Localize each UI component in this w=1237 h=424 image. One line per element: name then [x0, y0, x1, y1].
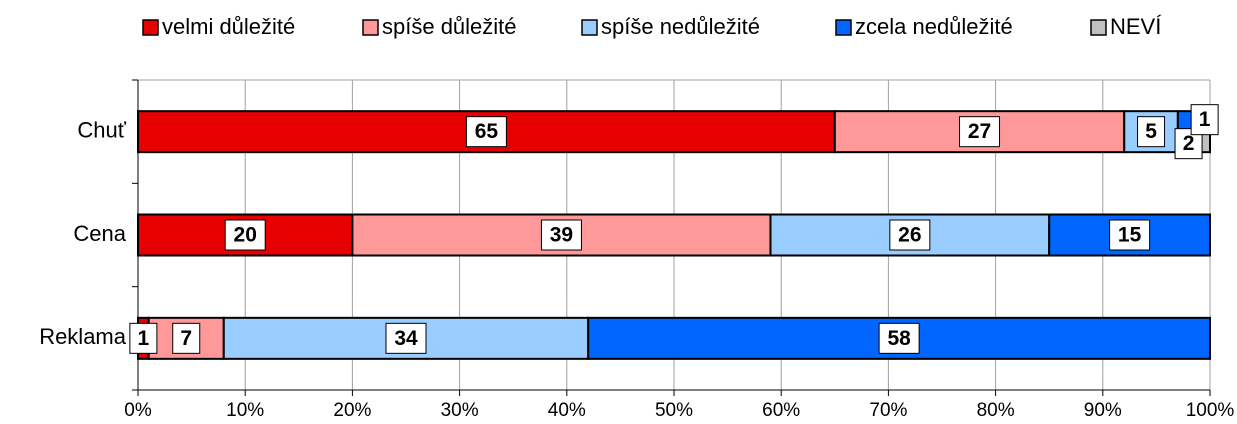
value-label-box	[889, 219, 931, 251]
legend-label: zcela nedůležité	[855, 14, 1013, 39]
y-tick-label: Reklama	[39, 324, 127, 349]
x-tick-label: 0%	[124, 400, 152, 421]
value-label-box	[129, 322, 158, 354]
x-tick-label: 40%	[548, 400, 586, 421]
value-label: 34	[394, 327, 418, 350]
x-tick-label: 70%	[869, 400, 907, 421]
x-tick-label: 10%	[226, 400, 264, 421]
value-label: 20	[234, 224, 257, 247]
x-tick-label: 80%	[977, 400, 1015, 421]
value-label: 7	[180, 327, 192, 350]
value-label: 27	[968, 120, 991, 143]
x-tick-label: 50%	[655, 400, 693, 421]
value-label: 26	[898, 224, 921, 247]
legend-marker	[1090, 19, 1107, 36]
value-label-box	[1137, 116, 1166, 148]
value-label-box	[540, 219, 582, 251]
value-label: 39	[550, 224, 573, 247]
legend-marker	[835, 19, 852, 36]
x-tick-label: 30%	[441, 400, 479, 421]
legend-marker	[581, 19, 598, 36]
value-label-box	[1190, 104, 1219, 136]
value-label-box	[385, 322, 427, 354]
y-tick-label: Cena	[73, 221, 126, 246]
value-label: 2	[1183, 132, 1195, 155]
x-tick-label: 100%	[1186, 400, 1235, 421]
value-label-box	[172, 322, 201, 354]
legend-label: spíše důležité	[382, 14, 517, 39]
value-label-box	[878, 322, 920, 354]
value-label: 58	[887, 327, 911, 350]
value-label-box	[959, 116, 1001, 148]
value-label: 1	[1199, 108, 1211, 131]
legend-marker	[142, 19, 159, 36]
value-label: 1	[138, 327, 150, 350]
value-label: 5	[1145, 120, 1157, 143]
value-label-box	[1109, 219, 1151, 251]
legend-label: spíše nedůležité	[601, 14, 760, 39]
legend-label: NEVÍ	[1110, 14, 1162, 39]
x-tick-label: 60%	[762, 400, 800, 421]
x-tick-label: 90%	[1084, 400, 1122, 421]
x-tick-label: 20%	[333, 400, 371, 421]
value-label-box	[224, 219, 266, 251]
value-label-box	[465, 116, 507, 148]
legend-marker	[362, 19, 379, 36]
value-label-box	[1174, 128, 1203, 160]
value-label: 65	[475, 120, 499, 143]
value-label: 15	[1118, 224, 1142, 247]
y-tick-label: Chuť	[77, 117, 126, 142]
legend-label: velmi důležité	[162, 14, 295, 39]
